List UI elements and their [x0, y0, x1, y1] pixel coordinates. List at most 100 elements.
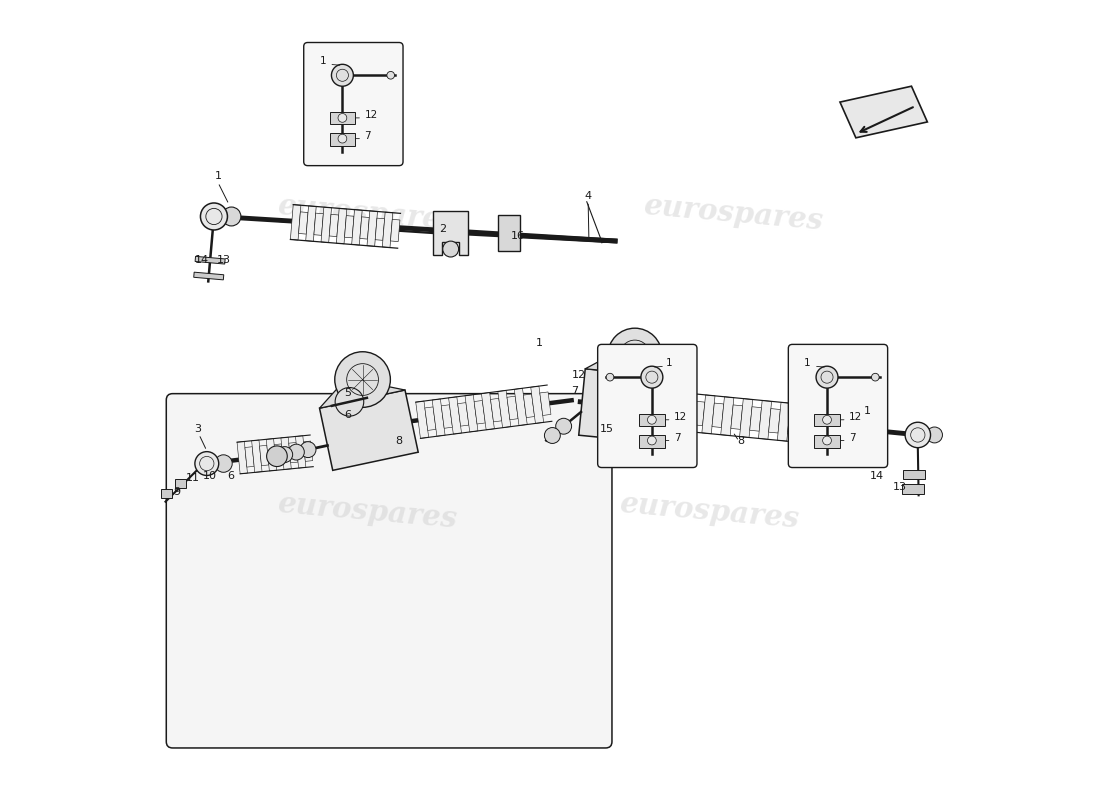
Polygon shape	[840, 86, 927, 138]
Polygon shape	[383, 212, 393, 247]
Text: 3: 3	[195, 424, 201, 434]
Polygon shape	[585, 346, 672, 378]
Text: 13: 13	[218, 254, 231, 265]
Text: 1: 1	[865, 406, 871, 416]
Circle shape	[195, 452, 219, 475]
Circle shape	[338, 114, 346, 122]
Circle shape	[556, 418, 572, 434]
Polygon shape	[441, 405, 452, 428]
Text: 4: 4	[584, 191, 592, 201]
Circle shape	[387, 71, 395, 79]
Polygon shape	[759, 401, 771, 439]
FancyBboxPatch shape	[789, 344, 888, 467]
Circle shape	[608, 328, 662, 382]
FancyBboxPatch shape	[639, 435, 664, 448]
Circle shape	[442, 241, 459, 257]
Polygon shape	[390, 219, 400, 242]
Polygon shape	[739, 398, 752, 438]
Text: 8: 8	[396, 436, 403, 446]
Polygon shape	[750, 406, 761, 431]
Circle shape	[871, 374, 879, 381]
Text: 16: 16	[512, 230, 525, 241]
FancyBboxPatch shape	[814, 414, 840, 426]
Polygon shape	[367, 211, 377, 246]
Polygon shape	[416, 401, 429, 438]
Text: 1: 1	[667, 358, 673, 368]
Polygon shape	[778, 402, 791, 441]
Polygon shape	[260, 446, 268, 466]
Circle shape	[331, 64, 353, 86]
Polygon shape	[796, 404, 810, 443]
Circle shape	[816, 366, 838, 388]
Circle shape	[200, 203, 228, 230]
Text: 7: 7	[572, 386, 579, 396]
Polygon shape	[702, 395, 715, 434]
Text: 12: 12	[364, 110, 377, 120]
Text: 12: 12	[572, 370, 585, 380]
Polygon shape	[314, 213, 323, 235]
Polygon shape	[491, 398, 502, 422]
Text: eurospares: eurospares	[276, 191, 459, 236]
FancyBboxPatch shape	[304, 42, 403, 166]
Circle shape	[606, 374, 614, 381]
Circle shape	[334, 352, 390, 407]
Text: 14: 14	[195, 254, 209, 265]
Polygon shape	[329, 214, 339, 237]
Circle shape	[338, 134, 346, 143]
Polygon shape	[683, 393, 696, 432]
Text: eurospares: eurospares	[641, 191, 824, 236]
Polygon shape	[274, 444, 284, 464]
Polygon shape	[482, 393, 494, 430]
Polygon shape	[530, 386, 543, 423]
Polygon shape	[465, 394, 477, 432]
Polygon shape	[319, 366, 405, 408]
Text: 11: 11	[186, 473, 199, 483]
Circle shape	[266, 446, 287, 466]
Polygon shape	[498, 390, 510, 428]
Polygon shape	[252, 440, 262, 472]
Text: 6: 6	[344, 410, 352, 420]
Polygon shape	[825, 414, 837, 438]
FancyBboxPatch shape	[597, 344, 697, 467]
Text: 12: 12	[674, 412, 688, 422]
Text: 7: 7	[849, 433, 856, 442]
Text: 1: 1	[536, 338, 543, 348]
Circle shape	[300, 442, 316, 458]
Polygon shape	[507, 396, 518, 420]
Polygon shape	[245, 446, 254, 467]
Text: 8: 8	[737, 436, 745, 446]
Polygon shape	[162, 489, 173, 498]
Text: 5: 5	[344, 388, 351, 398]
Polygon shape	[474, 401, 485, 424]
Polygon shape	[344, 216, 354, 238]
Polygon shape	[195, 256, 226, 264]
Circle shape	[648, 436, 657, 445]
Text: 9: 9	[173, 487, 180, 498]
Circle shape	[544, 427, 560, 443]
Text: 7: 7	[674, 433, 681, 442]
Polygon shape	[289, 442, 298, 462]
Polygon shape	[720, 397, 734, 436]
Polygon shape	[296, 436, 306, 468]
Polygon shape	[693, 402, 705, 426]
Polygon shape	[298, 212, 308, 234]
FancyBboxPatch shape	[639, 414, 664, 426]
Polygon shape	[432, 399, 446, 436]
Text: eurospares: eurospares	[276, 489, 459, 534]
Polygon shape	[712, 403, 724, 427]
Circle shape	[823, 436, 832, 445]
Circle shape	[288, 444, 305, 460]
Polygon shape	[903, 470, 925, 479]
Polygon shape	[306, 206, 316, 242]
FancyBboxPatch shape	[497, 215, 520, 251]
Polygon shape	[321, 207, 331, 242]
Text: 7: 7	[364, 130, 371, 141]
Polygon shape	[769, 409, 780, 433]
Text: 15: 15	[601, 424, 614, 434]
Circle shape	[823, 415, 832, 424]
Circle shape	[222, 207, 241, 226]
Polygon shape	[524, 394, 535, 418]
Polygon shape	[449, 397, 462, 434]
Circle shape	[641, 366, 663, 388]
Polygon shape	[540, 392, 551, 415]
